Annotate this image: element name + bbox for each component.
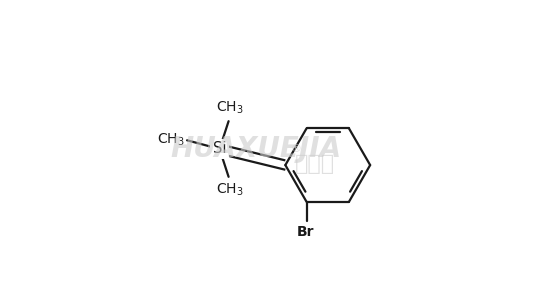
Text: ®: ® bbox=[290, 144, 301, 154]
Text: CH$_3$: CH$_3$ bbox=[157, 131, 184, 148]
Text: 化学加: 化学加 bbox=[295, 154, 335, 174]
Text: CH$_3$: CH$_3$ bbox=[216, 182, 244, 198]
Text: CH$_3$: CH$_3$ bbox=[216, 100, 244, 116]
Text: Si: Si bbox=[213, 142, 226, 156]
Text: Br: Br bbox=[296, 225, 314, 239]
Text: HUAXUEJIA: HUAXUEJIA bbox=[170, 135, 342, 163]
